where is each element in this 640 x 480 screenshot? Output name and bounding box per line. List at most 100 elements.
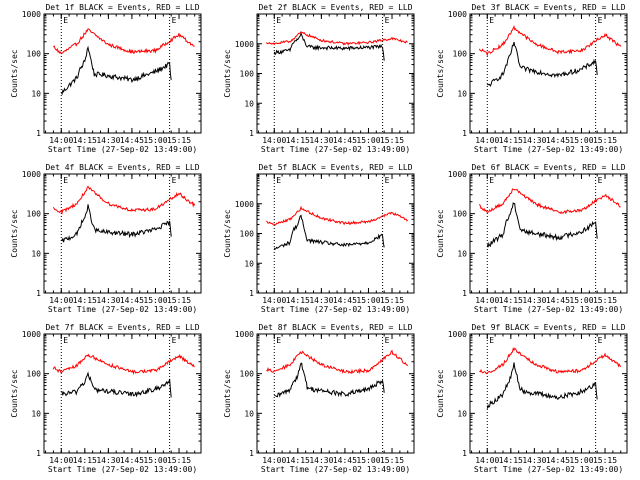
- x-tick-label: 14:30: [309, 456, 333, 465]
- x-tick-label: 15:15: [593, 136, 617, 145]
- y-tick-label: 10: [244, 409, 254, 418]
- x-tick-label: 14:00: [475, 296, 499, 305]
- plot-frame: [469, 333, 628, 454]
- x-tick-label: 14:30: [309, 296, 333, 305]
- plot-frame: [469, 173, 628, 294]
- x-tick-label: 14:15: [286, 296, 310, 305]
- y-tick-label: 100: [240, 230, 255, 239]
- x-tick-label: 15:00: [143, 296, 167, 305]
- x-tick-label: 14:15: [73, 456, 97, 465]
- segment-marker-label: E: [598, 16, 603, 25]
- y-axis-label: Counts/sec: [10, 369, 19, 417]
- x-tick-label: 14:15: [286, 136, 310, 145]
- y-tick-label: 100: [27, 50, 42, 59]
- x-tick-label: 14:45: [546, 136, 570, 145]
- x-tick-label: 14:45: [120, 456, 144, 465]
- x-tick-label: 14:15: [73, 296, 97, 305]
- x-axis-label: Start Time (27-Sep-02 13:49:00): [48, 145, 197, 154]
- y-tick-label: 10: [31, 89, 41, 98]
- series-lld-line: [479, 347, 622, 375]
- y-tick-label: 10: [244, 259, 254, 268]
- x-tick-label: 15:00: [143, 456, 167, 465]
- series-events-line: [486, 362, 598, 409]
- x-axis-label: Start Time (27-Sep-02 13:49:00): [48, 465, 197, 474]
- x-tick-label: 14:15: [286, 456, 310, 465]
- x-tick-label: 14:00: [262, 296, 286, 305]
- panel-title: Det 7f BLACK = Events, RED = LLD: [45, 323, 199, 332]
- panel-det-5: Det 5f BLACK = Events, RED = LLD 1 10 100 10…: [223, 163, 415, 314]
- x-tick-label: 15:00: [569, 296, 593, 305]
- x-axis-label: Start Time (27-Sep-02 13:49:00): [474, 465, 623, 474]
- plot-frame: [256, 173, 415, 294]
- x-tick-label: 14:30: [522, 296, 546, 305]
- series-events-line: [60, 204, 172, 243]
- segment-marker-label: E: [385, 336, 390, 345]
- x-tick-label: 15:00: [143, 136, 167, 145]
- x-tick-label: 14:00: [475, 456, 499, 465]
- segment-marker-label: E: [276, 176, 281, 185]
- panel-det-8: Det 8f BLACK = Events, RED = LLD 1 10 100 10…: [223, 323, 415, 474]
- series-events-line: [60, 45, 172, 96]
- panel-det-4: Det 4f BLACK = Events, RED = LLD 1 10 100 10…: [10, 163, 202, 314]
- x-tick-label: 14:00: [49, 456, 73, 465]
- panel-det-9: Det 9f BLACK = Events, RED = LLD 1 10 100 10…: [436, 323, 628, 474]
- y-tick-label: 1: [249, 289, 254, 298]
- x-tick-label: 15:15: [380, 456, 404, 465]
- x-tick-label: 15:15: [380, 296, 404, 305]
- y-axis-label: Counts/sec: [436, 49, 445, 97]
- y-tick-label: 100: [27, 210, 42, 219]
- x-axis-label: Start Time (27-Sep-02 13:49:00): [261, 305, 410, 314]
- x-tick-label: 15:00: [356, 456, 380, 465]
- series-events-line: [486, 41, 598, 88]
- x-tick-label: 14:15: [499, 456, 523, 465]
- segment-marker-label: E: [598, 336, 603, 345]
- series-events-line: [61, 371, 172, 398]
- plot-frame: [469, 13, 628, 134]
- y-tick-label: 1000: [448, 170, 467, 179]
- y-tick-label: 1000: [235, 330, 254, 339]
- x-tick-label: 14:15: [499, 136, 523, 145]
- panel-title: Det 8f BLACK = Events, RED = LLD: [258, 323, 412, 332]
- y-tick-label: 1: [36, 129, 41, 138]
- segment-marker-label: E: [63, 336, 68, 345]
- panel-det-6: Det 6f BLACK = Events, RED = LLD 1 10 100 10…: [436, 163, 628, 314]
- series-lld-line: [478, 25, 622, 57]
- y-tick-label: 1000: [235, 40, 254, 49]
- panel-title: Det 1f BLACK = Events, RED = LLD: [45, 3, 199, 12]
- panel-title: Det 2f BLACK = Events, RED = LLD: [258, 3, 412, 12]
- x-axis-label: Start Time (27-Sep-02 13:49:00): [474, 305, 623, 314]
- plot-frame: [43, 173, 202, 294]
- y-tick-label: 1000: [448, 10, 467, 19]
- segment-marker-label: E: [598, 176, 603, 185]
- series-events-line: [486, 202, 598, 248]
- x-tick-label: 15:15: [167, 456, 191, 465]
- y-tick-label: 10: [31, 249, 41, 258]
- y-tick-label: 10: [457, 249, 467, 258]
- panel-title: Det 3f BLACK = Events, RED = LLD: [471, 3, 625, 12]
- y-tick-label: 1: [462, 449, 467, 458]
- x-axis-label: Start Time (27-Sep-02 13:49:00): [474, 145, 623, 154]
- segment-marker-label: E: [172, 16, 177, 25]
- x-tick-label: 14:15: [499, 296, 523, 305]
- series-lld-line: [52, 185, 196, 215]
- segment-marker-label: E: [489, 336, 494, 345]
- x-tick-label: 14:30: [96, 456, 120, 465]
- x-tick-label: 14:00: [262, 456, 286, 465]
- x-axis-label: Start Time (27-Sep-02 13:49:00): [48, 305, 197, 314]
- plot-frame: [256, 13, 415, 134]
- series-lld-line: [266, 349, 409, 375]
- x-tick-label: 14:45: [333, 456, 357, 465]
- series-events-line: [273, 31, 385, 61]
- series-lld-line: [478, 188, 621, 215]
- y-tick-label: 100: [453, 50, 468, 59]
- x-tick-label: 15:00: [356, 136, 380, 145]
- x-tick-label: 14:30: [522, 136, 546, 145]
- segment-marker-label: E: [385, 16, 390, 25]
- plot-frame: [43, 333, 202, 454]
- x-tick-label: 14:30: [522, 456, 546, 465]
- y-tick-label: 100: [453, 370, 468, 379]
- x-tick-label: 15:00: [569, 136, 593, 145]
- panel-title: Det 6f BLACK = Events, RED = LLD: [471, 163, 625, 172]
- y-tick-label: 10: [457, 89, 467, 98]
- x-tick-label: 14:30: [96, 296, 120, 305]
